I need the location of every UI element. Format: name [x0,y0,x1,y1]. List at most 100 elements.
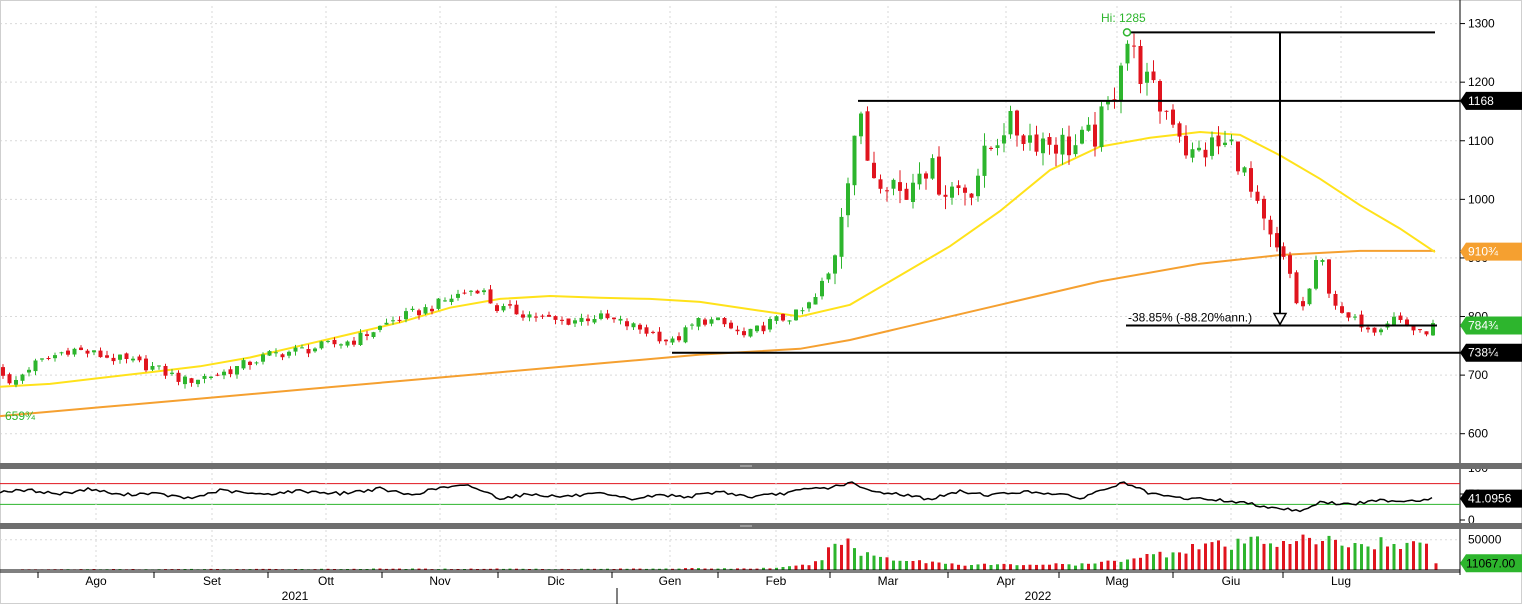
candle-body [807,302,811,308]
candle-body [79,348,83,350]
candle [268,350,272,356]
hi-marker [1124,29,1131,36]
volume-bar [834,544,837,570]
year-label: 2022 [1025,589,1052,603]
candle-body [326,341,330,342]
candle [1262,196,1266,230]
candle-body [716,318,720,321]
level-label: 784¾ [1460,316,1522,334]
candle [92,350,96,355]
candle [775,315,779,324]
candle [918,162,922,189]
candle-body [645,327,649,333]
volume-bar [964,566,967,570]
candle-body [768,319,772,330]
volume-bar [801,565,804,570]
y-tick-label: 1300 [1468,17,1495,31]
candle [1074,134,1078,157]
candle [1360,311,1364,332]
candle-body [872,163,876,178]
candle-body [268,351,272,356]
level-label-text: 910¾ [1468,245,1499,259]
volume-bar [827,547,830,570]
candle-body [40,358,44,359]
volume-bar [1185,554,1188,570]
volume-bar [983,564,986,570]
divider-rsi-volume[interactable] [0,523,1522,529]
candle [1178,122,1182,143]
candle-body [190,378,194,383]
candle-body [911,183,915,202]
candle-body [1340,306,1344,313]
candle [1327,259,1331,298]
candle [781,314,785,322]
candle [1295,270,1299,304]
candle [580,314,584,326]
candle-body [989,148,993,149]
candle [1340,302,1344,314]
volume-bar [1224,547,1227,570]
candle [1145,63,1149,96]
candle [976,169,980,202]
candle [424,304,428,315]
candle [144,355,148,372]
candle [66,348,70,357]
candle [931,154,935,180]
candle [1087,117,1091,132]
candle-body [1009,111,1013,134]
candle-body [1015,111,1019,136]
candle [703,318,707,327]
candle-body [1204,150,1208,158]
candle [508,300,512,309]
candle-body [996,145,1000,148]
volume-bar [1120,562,1123,570]
candle-body [391,320,395,321]
candle-body [53,355,57,358]
candle-body [92,350,96,352]
candle-body [898,182,902,191]
volume-bar [1074,566,1077,570]
candle-body [703,320,707,325]
volume-bar [925,563,928,570]
candle [957,180,961,195]
candle-body [749,329,753,337]
candle-body [1327,259,1331,293]
candle [645,325,649,337]
candle-body [333,340,337,344]
candle [963,185,967,206]
candle [528,311,532,321]
candle [1080,126,1084,144]
volume-bar [847,539,850,571]
candle [274,348,278,357]
candle [547,312,551,317]
candle-body [814,297,818,305]
ma-short-line [0,132,1435,387]
panel-dividers[interactable] [0,463,1522,529]
candle [898,170,902,203]
y-tick-label: 1200 [1468,75,1495,89]
candle [1288,252,1292,278]
candle [281,353,285,360]
candle [1002,123,1006,152]
divider-price-rsi[interactable] [0,463,1522,469]
volume-bar [944,564,947,570]
candle-body [1171,110,1175,125]
candle-body [164,366,168,376]
candle-body [677,336,681,340]
volume-bar [1256,536,1259,570]
volume-bar [1152,554,1155,570]
volume-bar [1217,540,1220,570]
candle-body [1412,326,1416,330]
candle [996,139,1000,156]
candle [437,298,441,310]
month-label: Dic [547,574,564,588]
candle-body [294,348,298,352]
candle [684,325,688,343]
volume-bar [1295,541,1298,570]
candle-body [1223,143,1227,145]
candle-body [216,375,220,376]
candle [833,254,837,284]
candle [1210,132,1214,160]
candle-body [775,316,779,321]
